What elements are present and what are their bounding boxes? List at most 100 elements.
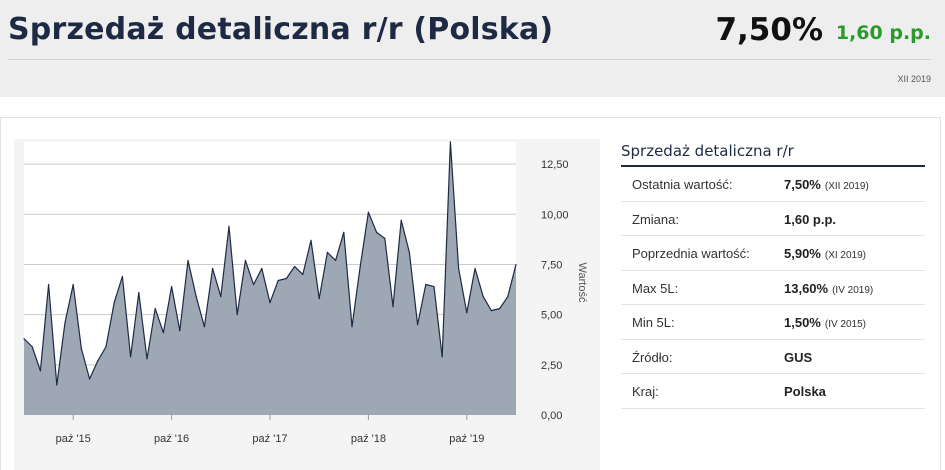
data-point <box>318 297 320 300</box>
data-point <box>490 310 492 312</box>
data-point <box>343 231 345 233</box>
details-row-value: 1,50% (IV 2015) <box>784 315 866 330</box>
data-point <box>507 295 509 298</box>
data-point <box>425 283 427 286</box>
details-row-label: Poprzednia wartość: <box>632 246 750 261</box>
details-row-value: 1,60 p.p. <box>784 212 836 227</box>
y-tick-label: 7,50 <box>541 259 562 271</box>
data-point <box>253 283 255 286</box>
data-point <box>64 322 66 324</box>
data-point <box>458 267 460 270</box>
details-title: Sprzedaż detaliczna r/r <box>621 142 925 167</box>
details-row-label: Zmiana: <box>632 211 679 227</box>
details-row-value-text: 7,50% <box>784 177 821 192</box>
details-row: Max 5L: 13,60% (IV 2019) <box>621 271 925 305</box>
data-point <box>23 338 25 340</box>
details-row: Źródło: GUS <box>621 340 925 374</box>
series-area <box>24 142 516 415</box>
data-point <box>466 312 468 314</box>
details-row: Poprzednia wartość: 5,90% (XI 2019) <box>621 236 925 271</box>
details-row-date: (XII 2019) <box>824 181 869 192</box>
data-point <box>441 356 443 358</box>
details-row-value: 5,90% (XI 2019) <box>784 246 866 261</box>
details-panel: Sprzedaż detaliczna r/r Ostatnia wartość… <box>621 142 925 409</box>
x-tick-label: paź '17 <box>252 433 287 445</box>
details-row-value-text: 5,90% <box>784 246 821 261</box>
data-point <box>384 237 386 239</box>
data-point <box>97 360 99 362</box>
page-title: Sprzedaż detaliczna r/r (Polska) <box>8 12 554 47</box>
data-point <box>400 219 402 221</box>
data-point <box>359 265 361 268</box>
details-row: Min 5L: 1,50% (IV 2015) <box>621 305 925 340</box>
data-point <box>236 314 238 316</box>
data-point <box>203 326 205 328</box>
details-row-value: 13,60% (IV 2019) <box>784 281 873 296</box>
data-point <box>228 225 230 227</box>
details-row-label: Źródło: <box>632 349 673 365</box>
details-row: Zmiana: 1,60 p.p. <box>621 202 925 236</box>
y-axis-label: Wartość <box>576 263 588 303</box>
y-tick-label: 0,00 <box>541 410 562 422</box>
data-point <box>302 273 304 276</box>
data-point <box>48 283 50 286</box>
details-row-label: Kraj: <box>632 384 659 399</box>
data-point <box>499 308 501 310</box>
data-point <box>187 259 189 262</box>
data-point <box>515 263 517 266</box>
data-point <box>335 259 337 262</box>
data-point <box>367 211 369 213</box>
details-row-value: GUS <box>784 350 812 365</box>
y-tick-label: 5,00 <box>541 310 562 322</box>
details-row-date: (IV 2015) <box>824 319 867 330</box>
details-row-value-text: 13,60% <box>784 280 829 296</box>
data-point <box>392 306 394 308</box>
data-point <box>72 283 74 286</box>
y-tick-label: 10,00 <box>541 209 569 221</box>
data-point <box>212 267 214 270</box>
data-point <box>89 378 91 380</box>
details-row-value: 7,50% (XII 2019) <box>784 177 869 192</box>
data-point <box>417 324 419 326</box>
data-point <box>433 285 435 288</box>
data-point <box>154 308 156 310</box>
data-point <box>482 295 484 298</box>
data-point <box>56 384 58 386</box>
data-point <box>277 279 279 282</box>
data-point <box>146 358 148 360</box>
y-tick-label: 12,50 <box>541 159 569 171</box>
x-tick-label: paź '18 <box>351 433 386 445</box>
details-row-label: Min 5L: <box>632 315 675 330</box>
data-point <box>376 231 378 233</box>
change-value: 1,60 p.p. <box>835 22 931 44</box>
details-row-value-text: Polska <box>784 384 826 399</box>
data-point <box>171 285 173 288</box>
chart: 0,00 2,50 5,00 7,50 10,00 12,50 paź '15 paź '16… <box>14 139 600 470</box>
data-point <box>138 291 140 294</box>
current-value: 7,50% <box>715 12 823 48</box>
data-point <box>269 301 271 304</box>
data-point <box>310 239 312 241</box>
details-row-value-text: GUS <box>784 349 813 365</box>
data-point <box>261 267 263 270</box>
data-point <box>179 330 181 332</box>
x-tick-label: paź '16 <box>154 433 189 445</box>
data-point <box>105 346 107 348</box>
details-table: Ostatnia wartość: 7,50% (XII 2019) Zmiana: 1… <box>621 167 925 409</box>
data-point <box>39 370 41 372</box>
data-point <box>294 265 296 268</box>
data-point <box>162 332 164 334</box>
details-row-value-text: 1,60 p.p. <box>784 211 837 227</box>
data-point <box>474 267 476 270</box>
details-row-date: (IV 2019) <box>832 284 874 296</box>
data-point <box>130 356 132 358</box>
data-point <box>121 275 123 278</box>
y-tick-label: 2,50 <box>541 360 562 372</box>
data-point <box>113 301 115 304</box>
details-row-value-text: 1,50% <box>784 315 821 330</box>
details-row-label: Max 5L: <box>632 280 679 296</box>
header-bar: Sprzedaż detaliczna r/r (Polska) 7,50% 1… <box>0 0 945 97</box>
data-point <box>351 326 353 328</box>
details-row: Ostatnia wartość: 7,50% (XII 2019) <box>621 167 925 202</box>
details-row-value: Polska <box>784 384 826 399</box>
